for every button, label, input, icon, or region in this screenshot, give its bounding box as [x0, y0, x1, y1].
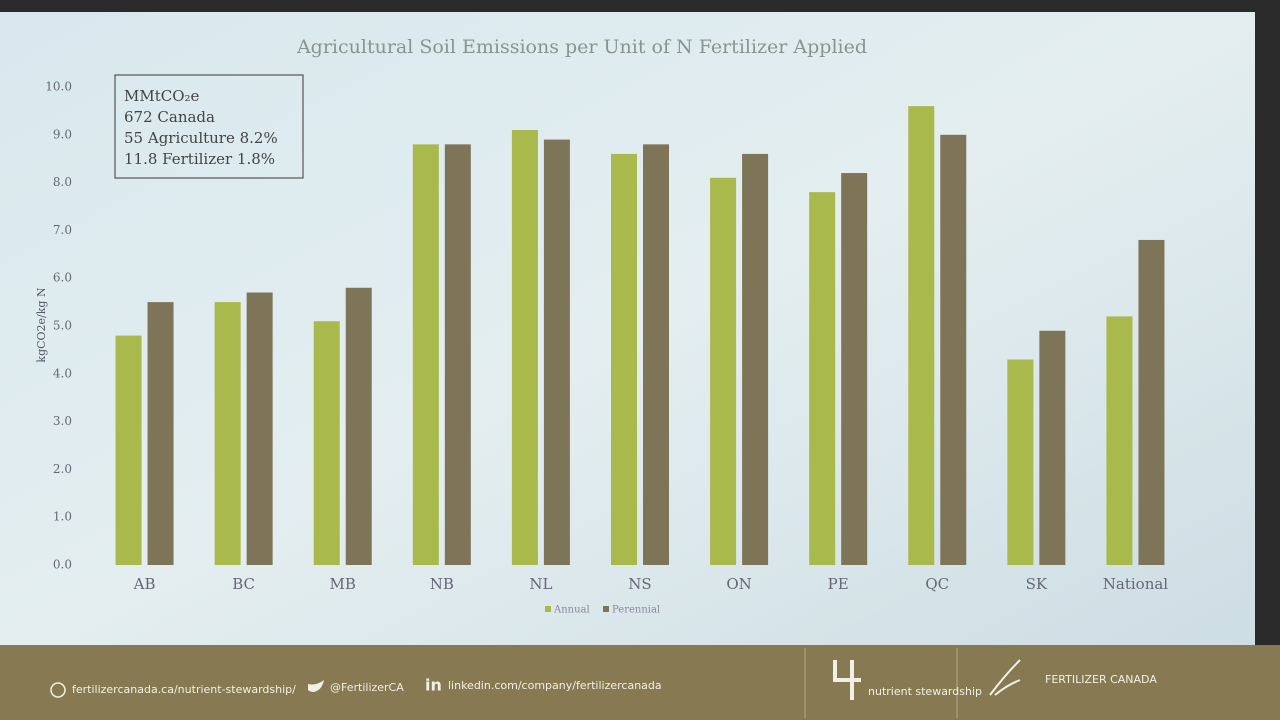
y-tick-label: 0.0	[53, 558, 72, 572]
bar	[1039, 330, 1066, 565]
y-tick-label: 10.0	[45, 80, 72, 94]
bar	[940, 134, 967, 566]
brand-icon	[989, 659, 1021, 696]
bar	[611, 153, 637, 566]
x-tick-label: NS	[628, 575, 651, 593]
annotation-line: 55 Agriculture 8.2%	[124, 129, 278, 147]
linkedin-icon: in	[425, 676, 442, 695]
footer-brand: FERTILIZER CANADA	[1045, 673, 1157, 686]
annotation-line: 11.8 Fertilizer 1.8%	[124, 150, 275, 168]
bar	[147, 302, 174, 565]
footer-stewardship: nutrient stewardship	[868, 685, 982, 698]
footer-linkedin: linkedin.com/company/fertilizercanada	[448, 679, 662, 692]
bar	[412, 144, 439, 566]
chart-title: Agricultural Soil Emissions per Unit of …	[296, 36, 867, 58]
y-tick-label: 3.0	[53, 414, 72, 428]
bar	[444, 144, 471, 566]
legend-swatch	[603, 606, 609, 612]
y-tick-label: 5.0	[53, 319, 72, 333]
x-tick-label: QC	[925, 575, 949, 593]
legend-label: Perennial	[612, 605, 660, 616]
bar	[1106, 316, 1133, 565]
bar	[1007, 359, 1034, 565]
annotation-line: 672 Canada	[124, 108, 215, 126]
y-tick-label: 1.0	[53, 510, 72, 524]
y-tick-label: 7.0	[53, 223, 72, 237]
bar	[908, 106, 935, 566]
y-tick-label: 8.0	[53, 175, 72, 189]
legend-label: Annual	[553, 605, 590, 616]
bar	[1138, 239, 1165, 565]
bar	[115, 335, 142, 565]
y-tick-label: 2.0	[53, 462, 72, 476]
x-tick-label: ON	[726, 575, 751, 593]
globe-icon	[50, 682, 66, 698]
x-tick-label: AB	[133, 575, 156, 593]
x-tick-label: MB	[330, 575, 356, 593]
x-tick-label: BC	[232, 575, 255, 593]
footer-band	[0, 645, 1280, 720]
y-tick-label: 9.0	[53, 127, 72, 141]
bar	[643, 144, 669, 566]
x-tick-label: NL	[529, 575, 552, 593]
annotations: MMtCO₂e 672 Canada 55 Agriculture 8.2% 11.8…	[124, 87, 278, 168]
footer-twitter: @FertilizerCA	[330, 681, 404, 694]
bar	[345, 287, 372, 565]
annotation-box	[114, 74, 304, 179]
y-tick-label: 6.0	[53, 271, 72, 285]
y-axis-label: kgCO2e/kg N	[35, 287, 48, 363]
bar	[742, 153, 769, 566]
annotation-line: MMtCO₂e	[124, 87, 200, 105]
bar	[710, 177, 737, 565]
x-tick-label: National	[1103, 575, 1169, 593]
bar	[543, 139, 570, 565]
twitter-icon	[308, 680, 324, 692]
x-tick-label: PE	[828, 575, 849, 593]
bar	[511, 130, 538, 565]
y-tick-label: 4.0	[53, 366, 72, 380]
footer-website: fertilizercanada.ca/nutrient-stewardship…	[72, 683, 296, 696]
bar	[246, 292, 273, 565]
legend-swatch	[545, 606, 551, 612]
4r-logo	[833, 660, 861, 700]
x-tick-label: NB	[430, 575, 454, 593]
bar	[841, 173, 868, 566]
x-tick-label: SK	[1026, 575, 1048, 593]
bar	[214, 302, 241, 565]
bar	[313, 321, 340, 565]
bar	[809, 192, 836, 565]
